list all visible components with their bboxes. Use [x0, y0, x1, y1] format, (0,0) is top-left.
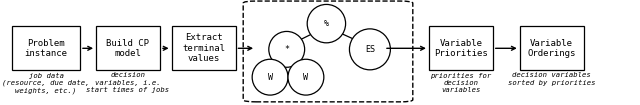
FancyBboxPatch shape: [172, 26, 236, 70]
Text: W: W: [268, 73, 273, 82]
Text: Build CP
model: Build CP model: [106, 39, 150, 58]
FancyBboxPatch shape: [429, 26, 493, 70]
Text: Variable
Orderings: Variable Orderings: [527, 39, 576, 58]
Text: W: W: [303, 73, 308, 82]
FancyBboxPatch shape: [96, 26, 160, 70]
Text: decision
variables, i.e.
start times of jobs: decision variables, i.e. start times of …: [86, 72, 170, 93]
Ellipse shape: [269, 31, 305, 67]
Text: priorities for
decision
variables: priorities for decision variables: [430, 72, 492, 93]
FancyBboxPatch shape: [243, 1, 413, 102]
Text: *: *: [284, 45, 289, 54]
Text: ES: ES: [365, 45, 375, 54]
Text: Extract
terminal
values: Extract terminal values: [182, 33, 225, 63]
Ellipse shape: [252, 59, 288, 95]
Text: decision variables
sorted by priorities: decision variables sorted by priorities: [508, 72, 595, 86]
Text: Variable
Priorities: Variable Priorities: [434, 39, 488, 58]
Text: Problem
instance: Problem instance: [24, 39, 68, 58]
Ellipse shape: [349, 29, 390, 70]
Text: %: %: [324, 19, 329, 28]
Text: job data
(resource, due date,
weights, etc.): job data (resource, due date, weights, e…: [3, 72, 90, 94]
Ellipse shape: [307, 4, 346, 43]
FancyBboxPatch shape: [520, 26, 584, 70]
Ellipse shape: [288, 59, 324, 95]
FancyBboxPatch shape: [12, 26, 80, 70]
